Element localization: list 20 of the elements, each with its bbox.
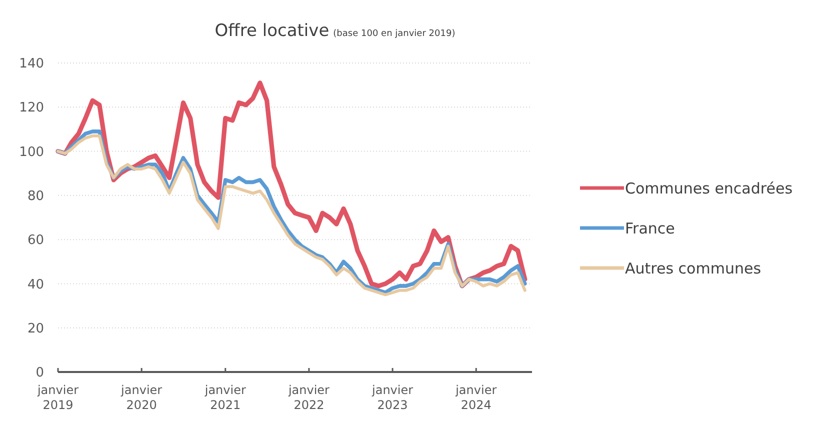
y-tick-label: 120 (19, 100, 44, 116)
y-tick-label: 140 (19, 56, 44, 72)
line-series (56, 80, 528, 288)
x-tick-label: janvier 2022 (287, 383, 330, 412)
x-tick-label: janvier 2023 (371, 383, 414, 412)
legend-label: Autres communes (625, 259, 762, 278)
chart-subtitle: (base 100 en janvier 2019) (333, 29, 456, 39)
y-tick-label: 20 (27, 321, 44, 336)
y-tick-label: 100 (19, 144, 44, 160)
x-tick-label: janvier 2021 (204, 383, 246, 412)
x-tick-label: janvier 2019 (36, 383, 79, 412)
y-tick-label: 40 (27, 277, 44, 292)
chart-title: Offre locative (214, 21, 330, 41)
y-tick-label: 80 (27, 188, 44, 204)
legend-label: France (625, 219, 675, 238)
x-tick-label: janvier 2020 (120, 383, 162, 412)
y-tick-label: 0 (36, 366, 44, 381)
legend-label: Communes encadrées (625, 179, 793, 198)
y-tick-label: 60 (27, 233, 44, 248)
x-tick-label: janvier 2024 (454, 383, 497, 412)
